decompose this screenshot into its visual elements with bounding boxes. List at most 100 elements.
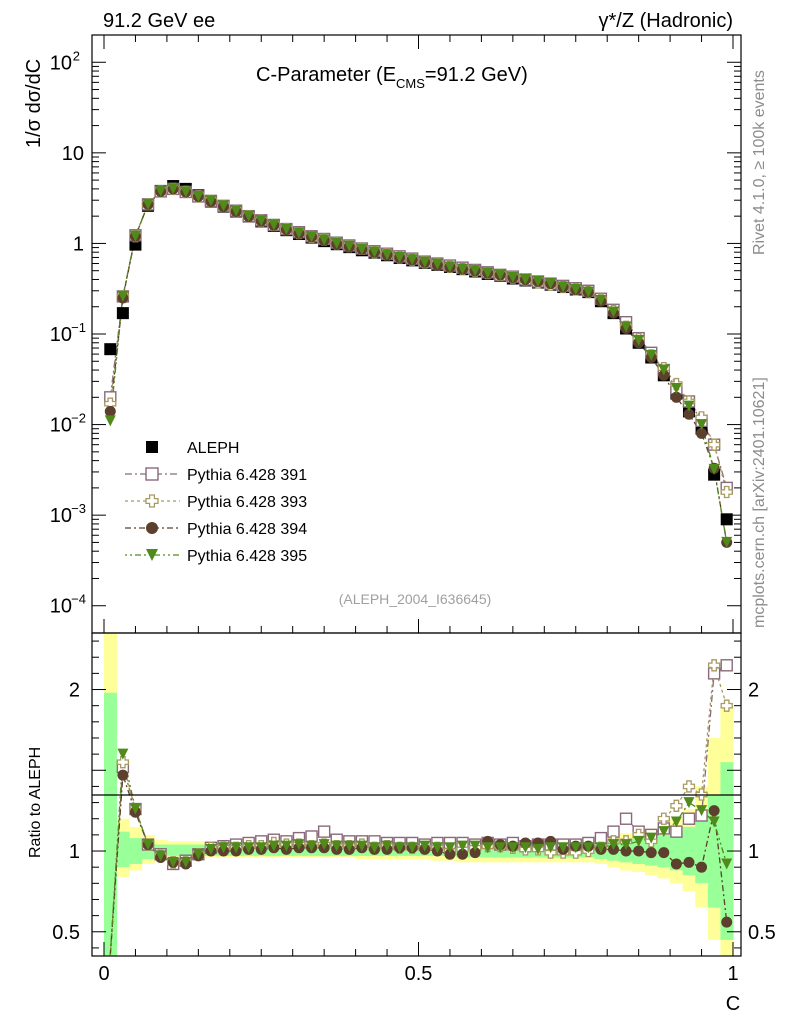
ratio-point — [708, 816, 720, 828]
data-point — [117, 290, 129, 302]
ratio-point — [507, 842, 519, 854]
ratio-y-tick-label-right: 2 — [748, 680, 759, 702]
legend-item: Pythia 6.428 393 — [125, 494, 307, 511]
ratio-point — [519, 842, 531, 854]
ratio-point — [230, 842, 242, 854]
series-line — [109, 188, 728, 543]
legend-label: Pythia 6.428 391 — [187, 467, 307, 484]
ratio-point — [683, 797, 695, 809]
data-point — [557, 281, 569, 293]
mcplots-label: mcplots.cern.ch [arXiv:2401.10621] — [751, 377, 768, 628]
ratio-point — [620, 845, 632, 857]
data-point — [519, 273, 531, 285]
ratio-point — [633, 835, 645, 847]
data-point — [142, 198, 154, 210]
y-tick-exponent: −3 — [71, 501, 86, 516]
data-point — [507, 272, 519, 284]
data-point — [230, 205, 242, 217]
x-tick-label: 1 — [727, 963, 738, 985]
legend-marker — [146, 522, 158, 534]
legend-item: Pythia 6.428 395 — [125, 548, 307, 565]
data-point — [116, 307, 129, 320]
data-point — [532, 275, 544, 287]
data-point — [419, 256, 431, 268]
ratio-point — [721, 916, 733, 928]
legend-label: Pythia 6.428 395 — [187, 548, 307, 565]
side-labels: Rivet 4.1.0, ≥ 100k events mcplots.cern.… — [751, 70, 768, 628]
data-point — [167, 183, 179, 195]
series-line-group — [109, 188, 728, 543]
ratio-point — [205, 843, 217, 855]
data-point — [268, 219, 280, 231]
legend-item: Pythia 6.428 391 — [125, 467, 307, 484]
ratio-point — [607, 839, 619, 851]
ratio-line — [109, 664, 728, 956]
ratio-point — [532, 843, 544, 855]
ratio-point — [331, 840, 343, 852]
data-point — [306, 231, 318, 243]
ratio-point — [368, 842, 380, 854]
data-point — [343, 240, 355, 252]
ratio-point — [469, 847, 481, 859]
data-point — [570, 283, 582, 295]
series-line-group — [109, 188, 728, 543]
ratio-line — [109, 774, 728, 956]
ratio-series — [109, 659, 733, 956]
data-point — [494, 269, 506, 281]
ratio-point — [720, 699, 733, 712]
ratio-band-green-bin — [166, 844, 180, 856]
ratio-point — [117, 769, 129, 781]
ratio-y-tick-label-right: 0.5 — [748, 922, 776, 944]
ratio-band-green-bin — [104, 692, 118, 956]
axis-ticks — [92, 34, 741, 956]
ratio-point — [595, 842, 607, 854]
ratio-point — [255, 842, 267, 854]
y-tick-exponent: 2 — [73, 48, 80, 63]
analysis-id: (ALEPH_2004_I636645) — [339, 591, 492, 607]
rivet-label: Rivet 4.1.0, ≥ 100k events — [751, 70, 768, 255]
data-point — [545, 278, 557, 290]
ratio-point — [645, 832, 657, 844]
data-point — [707, 438, 721, 451]
data-point — [318, 234, 330, 246]
ratio-point — [720, 659, 733, 672]
ratio-y-tick-label: 2 — [69, 680, 80, 702]
ratio-point — [570, 842, 582, 854]
ratio-point — [116, 756, 130, 769]
ratio-point — [482, 842, 494, 854]
ratio-band-green-bin — [129, 838, 143, 864]
ratio-point — [406, 842, 418, 854]
series-line — [109, 188, 728, 543]
data-point — [381, 249, 393, 261]
ratio-point — [431, 842, 443, 854]
data-point — [406, 254, 418, 266]
legend-label: ALEPH — [187, 440, 239, 457]
ratio-y-tick-label: 1 — [69, 841, 80, 863]
ratio-point — [394, 842, 406, 854]
ratio-point — [306, 840, 318, 852]
ratio-point — [682, 812, 696, 825]
ratio-point — [670, 858, 682, 870]
data-point — [129, 230, 141, 242]
data-point — [155, 185, 167, 197]
ratio-point — [670, 816, 682, 828]
data-point — [482, 267, 494, 279]
ratio-point — [280, 840, 292, 852]
data-point — [582, 286, 594, 298]
ratio-band-green-bin — [116, 831, 130, 868]
data-point — [431, 258, 443, 270]
data-point — [368, 246, 380, 258]
ratio-point — [343, 840, 355, 852]
y-tick-label: 10 — [62, 143, 84, 165]
ratio-point — [117, 748, 129, 760]
data-point — [218, 200, 230, 212]
data-point — [129, 238, 142, 251]
ratio-point — [142, 839, 154, 851]
ratio-point — [657, 812, 670, 825]
data-point — [255, 215, 267, 227]
ratio-point — [381, 840, 393, 852]
ratio-point — [444, 848, 456, 860]
ratio-point — [167, 856, 179, 868]
data-point — [293, 227, 305, 239]
